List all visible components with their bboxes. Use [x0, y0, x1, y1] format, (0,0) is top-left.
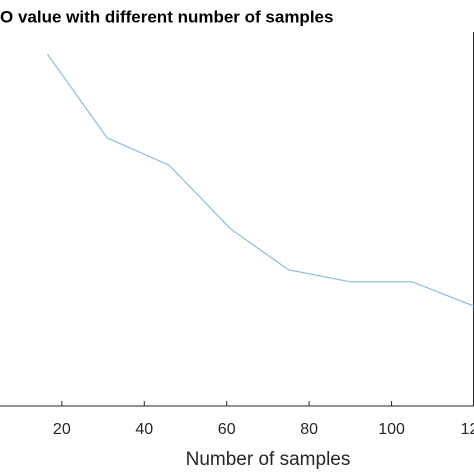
x-tick-label: 120 [461, 421, 474, 438]
x-axis-label: Number of samples [186, 449, 351, 470]
x-tick-label: 80 [300, 421, 318, 438]
x-tick-label: 60 [218, 421, 236, 438]
x-tick-label: 40 [135, 421, 153, 438]
x-tick-label: 100 [378, 421, 405, 438]
x-tick-label: 20 [53, 421, 71, 438]
data-line [46, 53, 474, 307]
chart-title: O value with different number of samples [0, 7, 333, 26]
